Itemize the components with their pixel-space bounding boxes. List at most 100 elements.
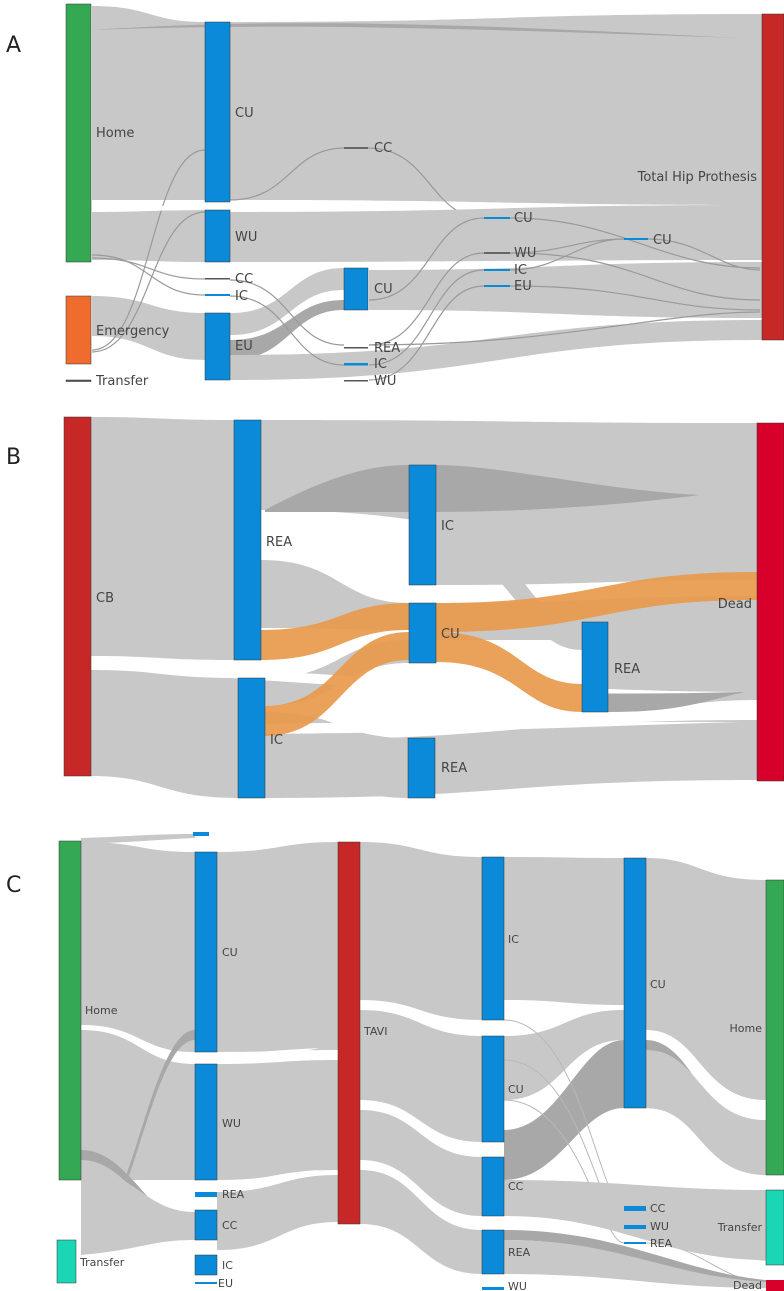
node-label: CB [96,591,114,606]
node-label: CC [235,272,253,287]
node-label: Transfer [79,1256,125,1269]
link [368,252,485,346]
node-wu[interactable] [484,252,510,254]
node-rea[interactable] [407,737,436,799]
link [229,295,345,366]
link [509,252,761,301]
node-cu[interactable] [204,21,231,203]
node-wu[interactable] [344,380,368,382]
node-cc[interactable] [205,278,230,280]
node-cc[interactable] [624,1206,646,1211]
node-label: CU [374,282,393,297]
node-rea[interactable] [233,419,262,661]
node-eu[interactable] [195,1282,217,1284]
highlighted-path [436,632,582,712]
node-rea[interactable] [344,347,368,349]
panel-a-labels: Home Emergency Transfer CU WU CC IC EU C… [95,106,757,389]
node-wu[interactable] [194,1063,218,1181]
node-cu[interactable] [343,267,369,311]
panel-b-links [91,417,757,798]
link [360,1010,482,1142]
node-home[interactable] [65,3,92,263]
node-ic[interactable] [194,1254,218,1276]
node-dead[interactable] [756,422,784,782]
link [229,147,346,201]
node-ic[interactable] [481,856,505,1021]
node-transfer[interactable] [65,379,92,382]
node-rea[interactable] [481,1229,505,1275]
node-label: CC [222,1219,238,1232]
node-home-outcome[interactable] [765,879,784,1176]
link [91,670,238,798]
node-label: CC [508,1180,524,1193]
panel-c: C [6,832,784,1291]
node-label: REA [374,341,400,356]
link [91,149,206,351]
node-cc[interactable] [194,1209,218,1241]
link [91,660,740,694]
link [436,512,757,585]
link [91,257,206,280]
node-small[interactable] [193,832,209,836]
node-rea[interactable] [581,621,609,713]
node-label: IC [270,733,283,748]
node-rea[interactable] [195,1192,217,1197]
node-cu[interactable] [194,851,218,1053]
node-cu[interactable] [408,602,437,664]
node-transfer-outcome[interactable] [765,1189,784,1266]
panel-c-nodes [56,832,784,1291]
node-cu[interactable] [481,1035,505,1143]
link [91,417,234,660]
node-tavi[interactable] [337,841,361,1225]
node-label: CU [514,211,533,226]
node-cu[interactable] [484,217,510,219]
node-wu[interactable] [482,1287,504,1290]
link [92,210,205,262]
highlighted-path [261,603,409,660]
panel-a: A [6,3,784,389]
node-wu[interactable] [204,209,231,263]
node-ic[interactable] [484,269,510,271]
node-home[interactable] [58,840,82,1181]
link [265,465,700,512]
link [81,834,195,844]
node-cu[interactable] [624,238,648,240]
node-cu[interactable] [623,857,647,1109]
node-label: Home [96,126,134,141]
node-cc[interactable] [344,147,368,149]
node-label: REA [508,1246,531,1259]
node-label: IC [514,263,527,278]
node-label: CC [650,1202,666,1215]
link [504,1230,766,1286]
node-ic[interactable] [408,464,437,586]
node-label: IC [508,933,519,946]
link [504,1180,766,1260]
highlighted-path [264,632,409,736]
node-eu[interactable] [204,312,231,381]
link [230,268,344,335]
node-label: CC [374,141,392,156]
link [92,296,205,360]
node-rea[interactable] [624,1242,646,1244]
link [230,14,762,205]
node-ic[interactable] [344,363,368,366]
node-cb[interactable] [63,416,92,777]
node-emergency[interactable] [65,295,92,365]
node-label: Transfer [717,1221,763,1234]
node-transfer[interactable] [56,1239,77,1284]
node-ic[interactable] [205,294,230,296]
node-cc[interactable] [481,1156,505,1217]
panel-b-letter: B [6,445,21,470]
node-wu[interactable] [624,1225,646,1229]
link [217,1048,320,1062]
node-ic[interactable] [237,677,266,799]
link [608,690,745,712]
node-dead-outcome[interactable] [766,1280,784,1291]
link [368,285,485,381]
node-label: CU [653,233,672,248]
link [608,622,757,712]
node-label: CU [441,627,460,642]
node-eu[interactable] [484,285,510,287]
node-total-hip-prothesis[interactable] [761,13,784,341]
